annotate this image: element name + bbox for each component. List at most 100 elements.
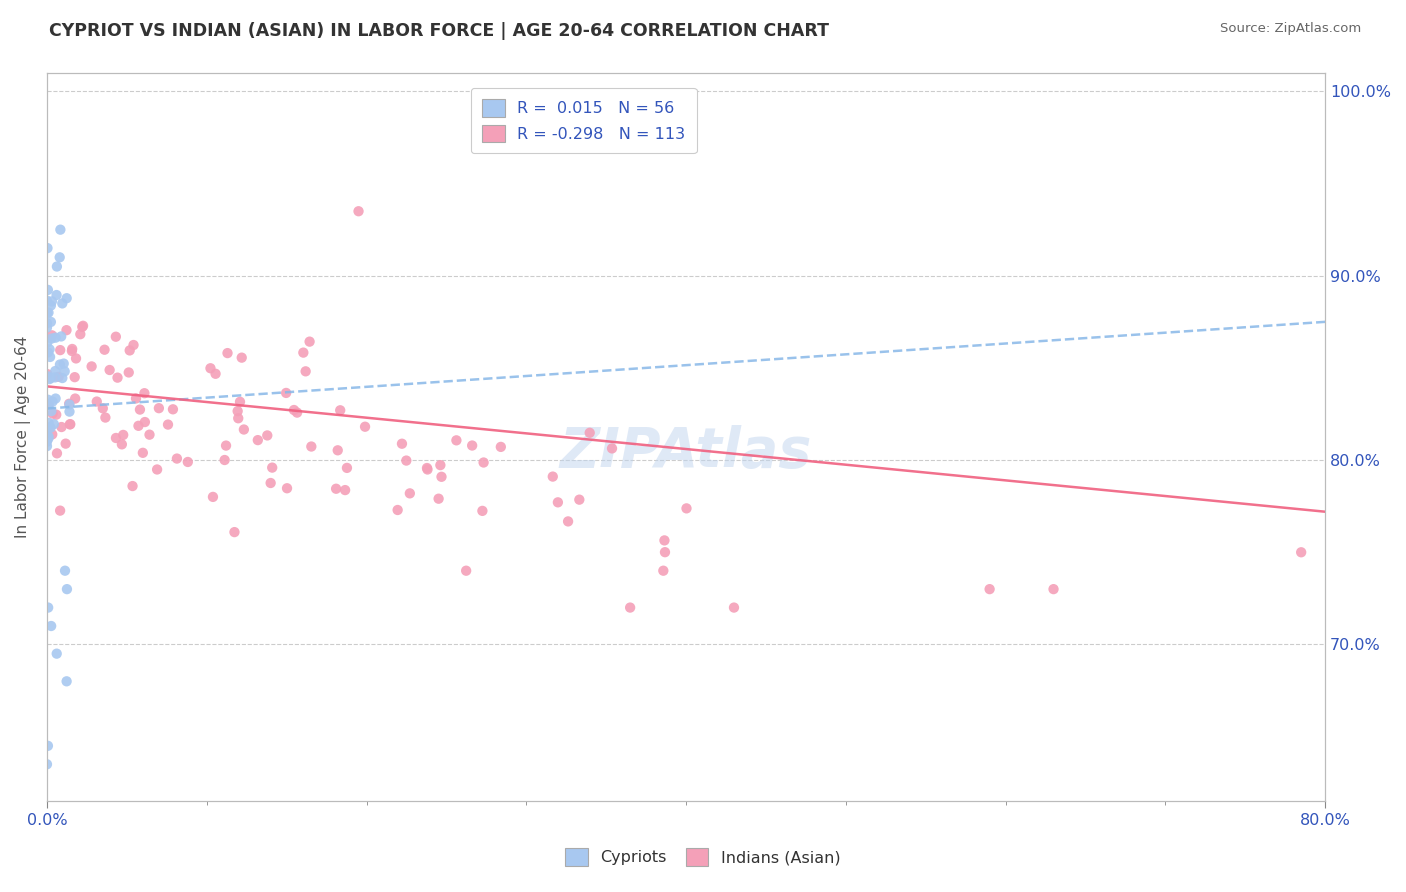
Text: CYPRIOT VS INDIAN (ASIAN) IN LABOR FORCE | AGE 20-64 CORRELATION CHART: CYPRIOT VS INDIAN (ASIAN) IN LABOR FORCE… [49,22,830,40]
Point [42,417,65,432]
Point [232,423,254,437]
Point [336,461,359,475]
Point [215,439,238,453]
Point [262,460,284,475]
Point [55,674,77,689]
Point [37,367,59,381]
Point [59,417,82,432]
Point [37,739,59,753]
Point [325,482,347,496]
Point [201,490,224,504]
Point [675,501,697,516]
Point [38,372,60,386]
Point [37,398,59,412]
Point [38,429,60,443]
Text: Source: ZipAtlas.com: Source: ZipAtlas.com [1220,22,1361,36]
Point [38,416,60,430]
Point [231,351,253,365]
Point [39,371,62,385]
Point [104,431,127,445]
Point [121,479,143,493]
Point [39,350,62,364]
Point [204,367,226,381]
Point [45,647,67,661]
Point [41,332,63,346]
Point [35,439,58,453]
Point [461,438,484,452]
Point [104,329,127,343]
Point [37,600,59,615]
Point [391,436,413,450]
Point [1289,545,1312,559]
Point [547,495,569,509]
Point [69,327,91,342]
Point [1042,582,1064,596]
Point [326,443,349,458]
Point [38,397,60,411]
Point [446,434,468,448]
Point [72,319,94,334]
Point [112,428,135,442]
Point [41,294,63,309]
Point [259,475,281,490]
Point [471,504,494,518]
Point [41,407,63,421]
Point [35,293,58,308]
Point [578,425,600,440]
Point [256,428,278,442]
Point [35,316,58,330]
Point [58,397,80,411]
Point [39,315,62,329]
Point [456,564,478,578]
Point [429,458,451,472]
Y-axis label: In Labor Force | Age 20-64: In Labor Force | Age 20-64 [15,336,31,538]
Point [557,515,579,529]
Point [283,403,305,417]
Point [49,343,72,358]
Point [162,402,184,417]
Point [41,427,63,442]
Point [37,335,59,350]
Point [398,486,420,500]
Point [51,371,73,385]
Point [292,345,315,359]
Point [55,291,77,305]
Point [107,370,129,384]
Point [129,402,152,417]
Point [45,260,67,274]
Point [59,417,82,432]
Point [276,386,298,401]
Point [132,446,155,460]
Point [49,358,72,372]
Point [347,204,370,219]
Point [37,241,59,255]
Point [41,394,63,409]
Point [91,401,114,416]
Point [46,446,69,460]
Point [49,222,72,236]
Point [122,338,145,352]
Point [125,392,148,406]
Point [53,564,76,578]
Point [48,369,70,384]
Point [654,545,676,559]
Point [44,370,66,384]
Point [387,503,409,517]
Point [35,434,58,449]
Point [35,427,58,442]
Point [118,343,141,358]
Point [395,453,418,467]
Point [48,250,70,264]
Point [430,470,453,484]
Point [224,525,246,540]
Point [93,343,115,357]
Point [134,386,156,401]
Point [37,392,59,407]
Point [541,469,564,483]
Point [44,364,66,378]
Point [55,436,77,450]
Point [226,411,249,425]
Point [294,364,316,378]
Point [138,427,160,442]
Point [37,306,59,320]
